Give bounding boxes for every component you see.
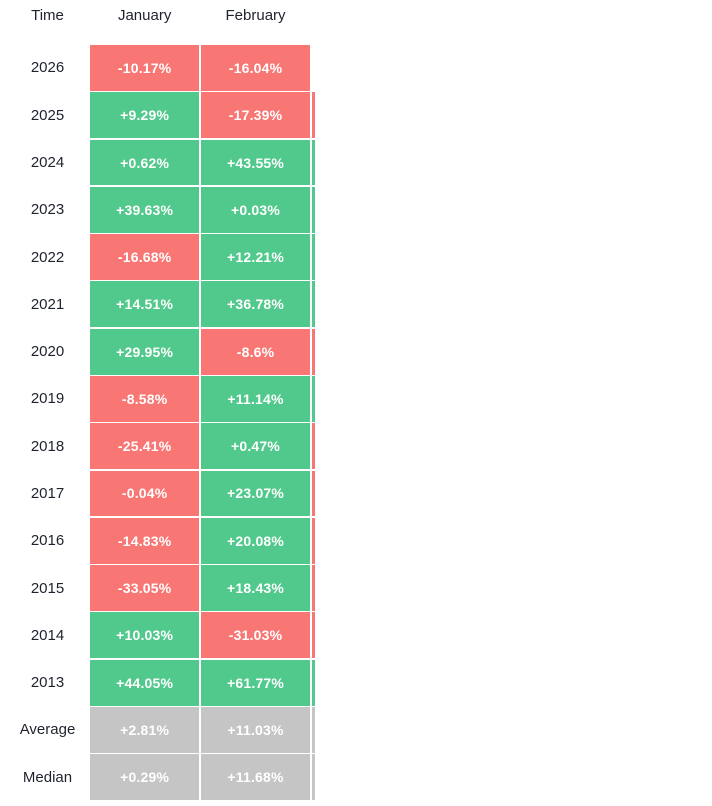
clipped-next-month-cell [312,423,316,470]
table-row-2020: 2020 +29.95% -8.6% [0,328,712,375]
clipped-next-month-cell [312,45,315,91]
clipped-next-month-cell [312,754,316,801]
clipped-next-month-cell [312,234,316,281]
return-cell: +9.29% [90,92,199,139]
table-row-2026: 2026 -10.17% -16.04% [0,45,712,91]
return-cell: +10.03% [90,612,199,659]
table-row-2021: 2021 +14.51% +36.78% [0,281,712,328]
return-cell: -16.68% [90,234,199,281]
return-cell: +12.21% [201,234,310,281]
table-row-2014: 2014 +10.03% -31.03% [0,612,712,659]
row-label: 2015 [30,579,65,597]
clipped-next-month-cell [312,375,316,422]
table-row-2016: 2016 -14.83% +20.08% [0,517,712,564]
return-cell: +0.03% [201,186,310,233]
return-cell: -8.6% [201,328,310,375]
row-label: 2019 [30,390,65,408]
clipped-next-month-cell [312,565,316,611]
return-cell: +44.05% [90,659,199,706]
summary-cell: +11.03% [201,706,310,753]
table-row-2024: 2024 +0.62% +43.55% [0,139,712,186]
return-cell: -0.04% [90,470,199,517]
clipped-next-month-cell [312,659,316,706]
return-cell: -31.03% [201,612,310,659]
row-label: 2024 [30,154,65,171]
return-cell: +36.78% [201,281,310,328]
table-row-2015: 2015 -33.05% +18.43% [0,565,712,611]
clipped-next-month-cell [312,281,316,328]
clipped-next-month-cell [312,706,316,753]
column-header-february: February [225,7,286,24]
return-cell: +11.14% [201,375,310,422]
row-label: 2018 [30,437,65,455]
return-cell: +0.47% [201,423,310,470]
row-label: 2021 [30,295,65,313]
column-header-time: Time [31,7,64,24]
row-label: 2017 [30,484,65,502]
table-row-2019: 2019 -8.58% +11.14% [0,375,712,422]
clipped-next-month-cell [312,186,316,233]
clipped-next-month-cell [312,470,316,517]
row-label: 2016 [30,532,65,550]
table-row-2017: 2017 -0.04% +23.07% [0,470,712,517]
return-cell: -33.05% [90,565,199,611]
return-cell: +43.55% [201,139,310,186]
clipped-next-month-cell [312,328,316,375]
clipped-next-month-cell [312,139,316,186]
summary-cell: +11.68% [201,754,310,801]
summary-cell: +2.81% [90,706,199,753]
row-label: 2022 [30,248,65,266]
row-label: 2013 [30,674,65,692]
row-label: 2020 [30,343,65,361]
summary-cell: +0.29% [90,754,199,801]
return-cell: +23.07% [201,470,310,517]
clipped-next-month-cell [312,612,316,659]
return-cell: +14.51% [90,281,199,328]
table-row-average: Average +2.81% +11.03% [0,706,712,753]
return-cell: +20.08% [201,517,310,564]
return-cell: +39.63% [90,186,199,233]
return-cell: -8.58% [90,375,199,422]
return-cell: +61.77% [201,659,310,706]
row-label: 2014 [30,626,65,644]
row-label: Median [22,768,73,786]
return-cell: -16.04% [201,45,310,91]
table-row-2013: 2013 +44.05% +61.77% [0,659,712,706]
return-cell: +18.43% [201,565,310,611]
row-label: 2023 [30,201,65,219]
table-row-2018: 2018 -25.41% +0.47% [0,423,712,470]
table-row-median: Median +0.29% +11.68% [0,754,712,801]
return-cell: +29.95% [90,328,199,375]
clipped-next-month-cell [312,92,316,139]
row-label: 2025 [30,106,65,124]
clipped-next-month-cell [312,517,316,564]
row-label: Average [19,721,76,739]
table-row-2025: 2025 +9.29% -17.39% [0,92,712,139]
return-cell: -25.41% [90,423,199,470]
table-row-2023: 2023 +39.63% +0.03% [0,186,712,233]
return-cell: -14.83% [90,517,199,564]
return-cell: +0.62% [90,139,199,186]
table-header-row: Time January February [0,0,712,45]
return-cell: -17.39% [201,92,310,139]
row-label: 2026 [30,59,65,77]
column-header-january: January [117,7,172,24]
return-cell: -10.17% [90,45,199,91]
table-row-2022: 2022 -16.68% +12.21% [0,234,712,281]
